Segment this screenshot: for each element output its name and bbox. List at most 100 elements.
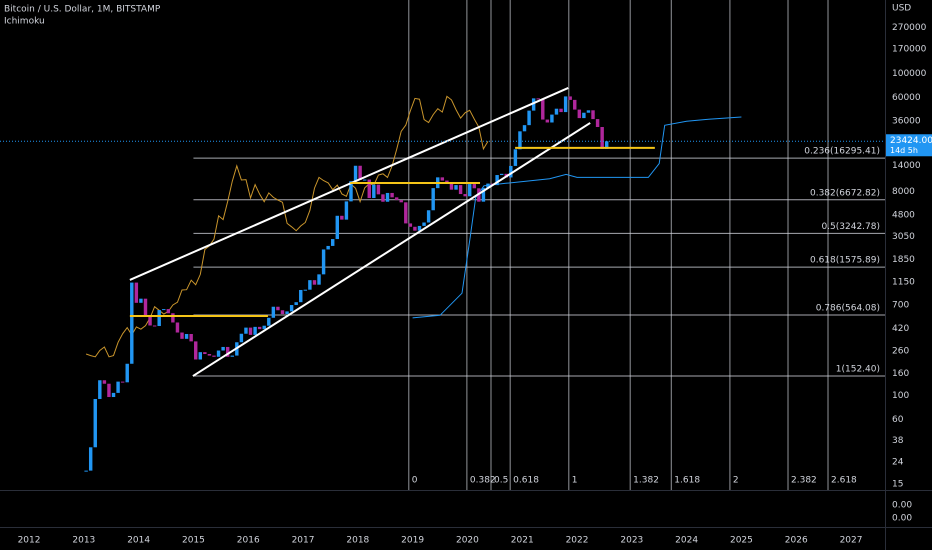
candle [194,341,198,360]
candle [134,282,139,303]
candle [289,305,294,312]
y-tick-label: 100000 [892,69,927,79]
candle [422,222,426,226]
candle [317,274,321,285]
time-fib-label: 1.382 [633,476,659,486]
ichimoku-lagging-line [85,95,489,358]
candle [84,470,88,472]
candle [198,352,203,360]
candle [139,298,143,303]
candle [184,333,189,339]
candle [189,333,193,342]
candle [253,326,257,335]
candle [449,182,454,190]
candle [536,98,540,100]
candle [107,383,111,398]
y-tick-label: 420 [892,324,909,334]
candle [600,127,604,149]
candle [175,322,180,333]
candle [481,187,486,202]
candle [454,185,458,190]
trendline [129,87,569,281]
candle [221,346,225,351]
candle [468,184,472,197]
candle [399,200,403,203]
candle [550,114,554,123]
candle [166,309,171,314]
time-fib-label: 0.5 [494,476,508,486]
candle [312,280,317,285]
last-price-tag [886,134,932,157]
candle [111,392,116,398]
y-tick-label: 270000 [892,23,927,33]
candle [417,225,422,231]
x-tick-label: 2018 [346,536,369,546]
candle [225,346,230,357]
y-tick-label: 260 [892,347,909,357]
candle [335,215,339,240]
candle [559,108,563,113]
fib-level-label: 1(152.40) [836,364,880,374]
y-tick-label: 60000 [892,93,921,103]
candle [148,316,152,326]
candle [340,215,344,220]
candle [294,302,298,306]
candle [93,398,97,448]
candle [280,310,285,315]
candle [230,355,234,357]
candle [376,184,381,195]
y-tick-label: 38 [892,436,904,446]
candle [605,141,609,149]
fib-level-label: 0.5(3242.78) [821,222,880,232]
candle [116,381,120,393]
candle [440,177,445,181]
candle [413,226,417,231]
candle [582,112,586,119]
x-tick-label: 2025 [730,536,753,546]
candle [120,381,125,383]
candle [372,184,376,199]
y-tick-label: 24 [892,458,904,468]
candle [262,325,266,330]
candle [130,282,134,364]
candle [362,179,367,181]
x-tick-label: 2022 [566,536,589,546]
candle [303,289,308,291]
candle [125,363,129,383]
y-tick-label: 15 [892,480,903,490]
fib-level-label: 0.382(6672.82) [810,188,880,198]
y-tick-label: 1850 [892,255,915,265]
candle [595,119,600,128]
y-tick-label: 60 [892,415,904,425]
candle [331,239,335,246]
candle [358,165,362,181]
candle [239,333,244,343]
candle [586,110,591,113]
candle [522,125,527,132]
currency-label: USD [892,4,911,14]
candle [394,197,399,201]
x-tick-label: 2014 [127,536,150,546]
candle [157,310,161,327]
candle [285,311,289,315]
candle [531,98,536,111]
x-tick-label: 2026 [785,536,808,546]
candle [404,202,408,224]
trendline [192,122,591,377]
time-fib-label: 0.382 [470,476,496,486]
candle [271,306,276,318]
candle [248,327,253,335]
indicator-label: Ichimoku [4,17,45,27]
x-tick-label: 2027 [840,536,863,546]
x-tick-label: 2012 [18,536,41,546]
time-fib-label: 2 [733,476,739,486]
y-tick-label: 160 [892,369,909,379]
candle [458,185,463,195]
plot-area [84,0,885,490]
candle [573,99,577,110]
candle [152,325,157,327]
y-tick-label: 1150 [892,277,915,287]
x-tick-label: 2013 [72,536,95,546]
